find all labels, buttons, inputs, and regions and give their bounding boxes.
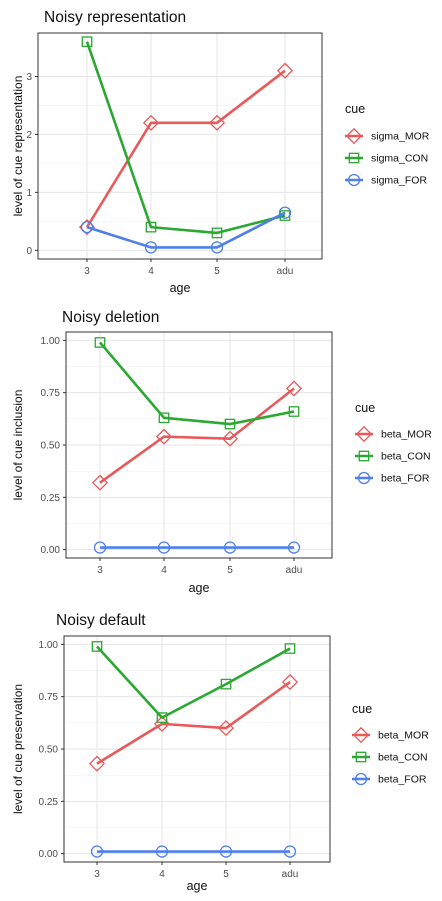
legend: cue sigma_MOR sigma_CON sigma_FOR	[345, 102, 430, 187]
chart-title: Noisy default	[56, 612, 146, 629]
legend: cue beta_MOR beta_CON beta_FOR	[355, 401, 432, 485]
y-tick-label: 2	[26, 130, 32, 141]
y-tick-label: 1.00	[39, 640, 59, 651]
y-tick-label: 1.00	[41, 336, 61, 347]
y-axis-label: level of cue inclusion	[11, 390, 25, 501]
x-axis-label: age	[187, 879, 208, 893]
y-tick-label: 3	[26, 72, 32, 83]
x-axis-label: age	[170, 281, 191, 295]
y-tick-label: 0.25	[41, 493, 61, 504]
legend-title: cue	[345, 102, 365, 116]
x-tick-label: 5	[214, 266, 220, 277]
chart-panel-1: Noisy representation 0 1 2 3 3 4 5 adu age level o…	[11, 9, 430, 295]
x-tick-label: 5	[227, 565, 233, 576]
x-tick-label: 3	[94, 869, 100, 880]
legend-label: beta_CON	[381, 451, 431, 463]
legend: cue beta_MOR beta_CON beta_FOR	[352, 702, 429, 786]
y-tick-label: 0.50	[41, 441, 61, 452]
y-tick-label: 0.25	[39, 797, 59, 808]
y-tick-label: 0.75	[41, 388, 61, 399]
x-tick-label: 4	[161, 565, 167, 576]
plot-background	[38, 33, 322, 259]
x-tick-label: 3	[97, 565, 103, 576]
x-tick-label: adu	[286, 565, 303, 576]
legend-title: cue	[355, 401, 375, 415]
x-tick-label: adu	[277, 266, 294, 277]
x-tick-label: 4	[159, 869, 165, 880]
chart-panel-3: Noisy default 0.00 0.25 0.50 0.75 1.00 3 4 5 adu a…	[11, 612, 429, 893]
x-axis-label: age	[189, 581, 210, 595]
legend-label: sigma_FOR	[371, 175, 427, 187]
x-tick-label: 4	[148, 266, 154, 277]
chart-panel-2: Noisy deletion 0.00 0.25 0.50 0.75 1.00 3 4 5 adu…	[11, 309, 432, 595]
legend-label: beta_FOR	[381, 473, 430, 485]
y-tick-label: 1	[26, 188, 32, 199]
legend-label: sigma_CON	[371, 153, 428, 165]
legend-label: beta_FOR	[378, 774, 427, 786]
legend-label: beta_CON	[378, 752, 428, 764]
legend-title: cue	[352, 702, 372, 716]
chart-title: Noisy deletion	[62, 309, 159, 326]
y-tick-label: 0.00	[41, 545, 61, 556]
y-tick-label: 0.75	[39, 692, 59, 703]
legend-label: sigma_MOR	[371, 131, 430, 143]
y-tick-label: 0.00	[39, 849, 59, 860]
y-axis-label: level of cue preservation	[11, 684, 25, 814]
x-tick-label: 3	[84, 266, 90, 277]
y-tick-label: 0.50	[39, 745, 59, 756]
x-tick-label: adu	[282, 869, 299, 880]
y-axis-label: level of cue representation	[11, 76, 25, 217]
y-tick-label: 0	[26, 246, 32, 257]
chart-title: Noisy representation	[44, 9, 186, 26]
x-tick-label: 5	[223, 869, 229, 880]
legend-label: beta_MOR	[381, 429, 432, 441]
legend-label: beta_MOR	[378, 730, 429, 742]
